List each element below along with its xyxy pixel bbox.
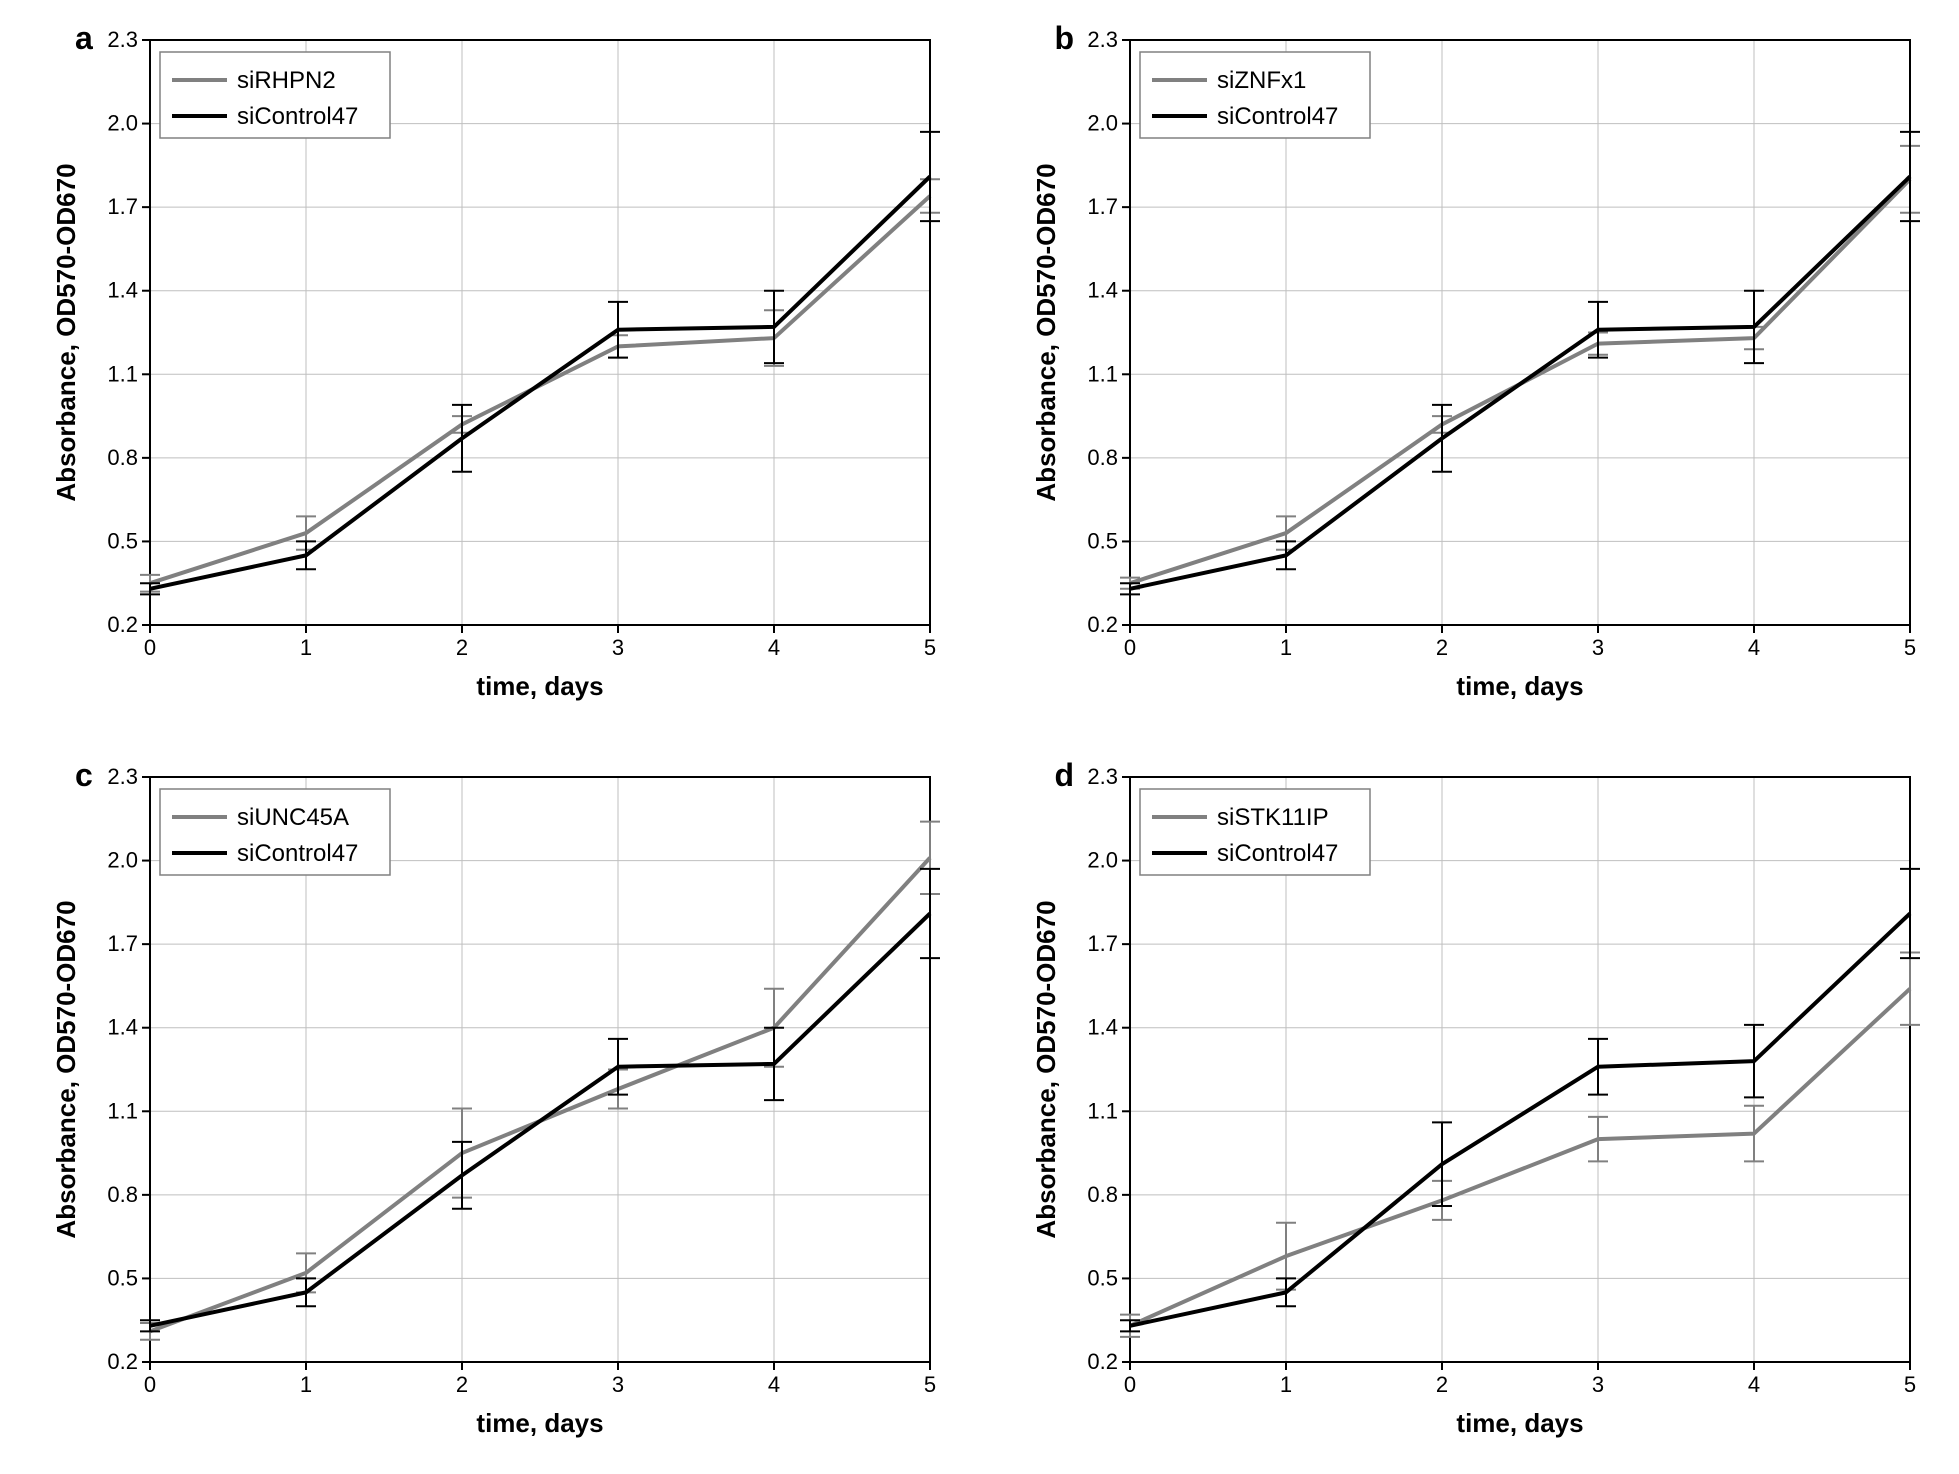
chart-svg: 0.2 0.5 0.8 1.1 1.4 1.7 2.0 2.3 0 1 2 3 4 5 time, days… [0, 737, 979, 1474]
y-axis-label: Absorbance, OD570-OD670 [1031, 163, 1061, 501]
y-tick-label: 0.5 [1087, 528, 1118, 553]
panel-a: a 0.2 0.5 0.8 1.1 1.4 1.7 2.0 2.3 0 1 2 3 4 5 time, day… [0, 0, 980, 737]
x-tick-label: 0 [1123, 1372, 1135, 1397]
x-axis-label: time, days [476, 671, 603, 701]
x-tick-label: 3 [1591, 1372, 1603, 1397]
y-tick-label: 2.3 [107, 27, 138, 52]
x-tick-label: 0 [144, 1372, 156, 1397]
x-tick-label: 5 [1903, 635, 1915, 660]
x-tick-label: 1 [1279, 635, 1291, 660]
y-tick-label: 1.1 [107, 361, 138, 386]
y-axis-label: Absorbance, OD570-OD670 [51, 900, 81, 1238]
x-tick-label: 5 [1903, 1372, 1915, 1397]
y-tick-label: 0.8 [1087, 1182, 1118, 1207]
y-tick-label: 2.3 [1087, 764, 1118, 789]
legend-label: siRHPN2 [237, 67, 336, 94]
panel-d: d 0.2 0.5 0.8 1.1 1.4 1.7 2.0 2.3 0 1 2 3 4 5 time, day… [980, 737, 1959, 1474]
y-axis-label: Absorbance, OD570-OD670 [51, 163, 81, 501]
y-tick-label: 0.5 [1087, 1265, 1118, 1290]
y-tick-label: 0.5 [107, 1265, 138, 1290]
legend: siRHPN2 siControl47 [160, 52, 390, 138]
legend-label: siControl47 [1217, 840, 1338, 867]
panel-label: d [1055, 757, 1075, 794]
y-tick-label: 1.4 [107, 1015, 138, 1040]
panel-label: a [75, 20, 93, 57]
x-tick-label: 4 [768, 635, 780, 660]
y-tick-label: 0.2 [107, 1349, 138, 1374]
y-tick-label: 2.0 [1087, 111, 1118, 136]
y-tick-label: 0.8 [107, 1182, 138, 1207]
y-tick-label: 0.2 [107, 612, 138, 637]
y-tick-label: 1.7 [1087, 931, 1118, 956]
y-tick-label: 1.7 [1087, 194, 1118, 219]
legend-label: siZNFx1 [1217, 67, 1306, 94]
y-axis-label: Absorbance, OD570-OD670 [1031, 900, 1061, 1238]
x-tick-label: 4 [1747, 1372, 1759, 1397]
y-tick-label: 0.5 [107, 528, 138, 553]
legend-label: siSTK11IP [1217, 804, 1329, 831]
legend-label: siControl47 [1217, 103, 1338, 130]
x-tick-label: 2 [1435, 635, 1447, 660]
y-tick-label: 2.0 [107, 111, 138, 136]
y-tick-label: 1.7 [107, 931, 138, 956]
legend: siZNFx1 siControl47 [1140, 52, 1370, 138]
y-tick-label: 1.4 [1087, 1015, 1118, 1040]
panel-b: b 0.2 0.5 0.8 1.1 1.4 1.7 2.0 2.3 0 1 2 3 4 5 time, day… [980, 0, 1959, 737]
legend-label: siUNC45A [237, 804, 349, 831]
x-tick-label: 4 [768, 1372, 780, 1397]
x-tick-label: 0 [1123, 635, 1135, 660]
x-tick-label: 1 [300, 1372, 312, 1397]
y-tick-label: 0.2 [1087, 1349, 1118, 1374]
x-tick-label: 2 [456, 635, 468, 660]
x-axis-label: time, days [476, 1408, 603, 1438]
x-tick-label: 4 [1747, 635, 1759, 660]
x-tick-label: 5 [924, 1372, 936, 1397]
x-tick-label: 1 [300, 635, 312, 660]
y-tick-label: 2.0 [107, 848, 138, 873]
y-tick-label: 0.8 [1087, 445, 1118, 470]
y-tick-label: 1.4 [1087, 278, 1118, 303]
panel-label: c [75, 757, 93, 794]
legend: siSTK11IP siControl47 [1140, 789, 1370, 875]
legend-label: siControl47 [237, 840, 358, 867]
chart-grid: a 0.2 0.5 0.8 1.1 1.4 1.7 2.0 2.3 0 1 2 3 4 5 time, day… [0, 0, 1959, 1474]
y-tick-label: 1.4 [107, 278, 138, 303]
y-tick-label: 1.7 [107, 194, 138, 219]
y-tick-label: 0.8 [107, 445, 138, 470]
chart-svg: 0.2 0.5 0.8 1.1 1.4 1.7 2.0 2.3 0 1 2 3 4 5 time, days… [980, 737, 1959, 1474]
panel-label: b [1055, 20, 1075, 57]
y-tick-label: 1.1 [1087, 1098, 1118, 1123]
y-tick-label: 1.1 [107, 1098, 138, 1123]
x-axis-label: time, days [1456, 1408, 1583, 1438]
legend: siUNC45A siControl47 [160, 789, 390, 875]
x-tick-label: 3 [612, 635, 624, 660]
legend-label: siControl47 [237, 103, 358, 130]
y-tick-label: 2.3 [1087, 27, 1118, 52]
x-tick-label: 2 [1435, 1372, 1447, 1397]
chart-svg: 0.2 0.5 0.8 1.1 1.4 1.7 2.0 2.3 0 1 2 3 4 5 time, days… [980, 0, 1959, 737]
x-tick-label: 3 [1591, 635, 1603, 660]
x-tick-label: 3 [612, 1372, 624, 1397]
chart-svg: 0.2 0.5 0.8 1.1 1.4 1.7 2.0 2.3 0 1 2 3 4 5 time, days… [0, 0, 979, 737]
x-tick-label: 2 [456, 1372, 468, 1397]
x-tick-label: 0 [144, 635, 156, 660]
y-tick-label: 2.3 [107, 764, 138, 789]
x-tick-label: 5 [924, 635, 936, 660]
x-axis-label: time, days [1456, 671, 1583, 701]
x-tick-label: 1 [1279, 1372, 1291, 1397]
panel-c: c 0.2 0.5 0.8 1.1 1.4 1.7 2.0 2.3 0 1 2 3 4 5 time, day… [0, 737, 980, 1474]
y-tick-label: 1.1 [1087, 361, 1118, 386]
y-tick-label: 2.0 [1087, 848, 1118, 873]
y-tick-label: 0.2 [1087, 612, 1118, 637]
